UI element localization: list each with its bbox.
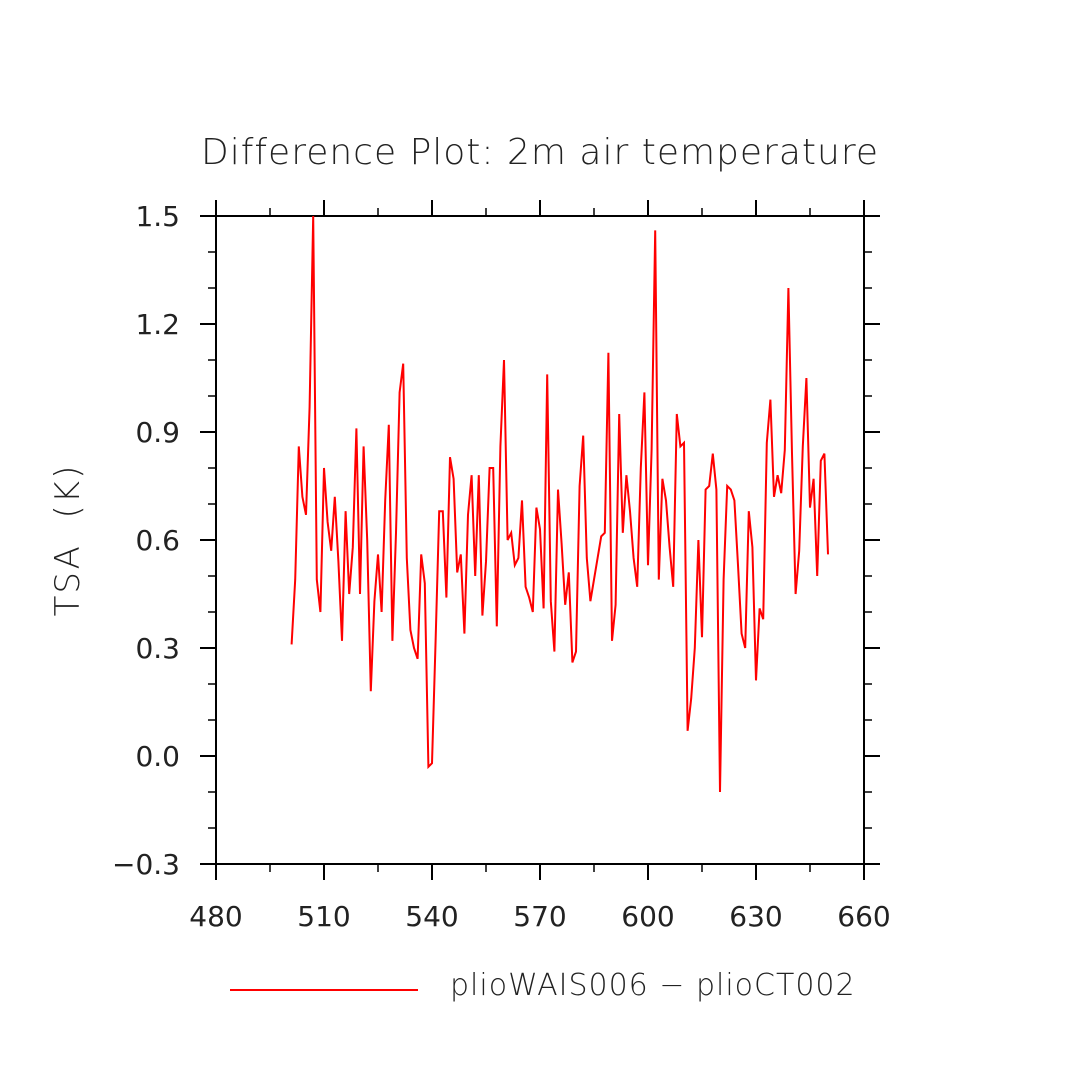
x-tick-label: 510 xyxy=(297,900,350,933)
x-tick-label: 660 xyxy=(837,900,890,933)
chart-title: Difference Plot: 2m air temperature xyxy=(200,132,879,173)
x-tick-label: 600 xyxy=(621,900,674,933)
x-tick-label: 540 xyxy=(405,900,458,933)
y-tick-label: 0.3 xyxy=(135,632,180,665)
y-tick-label: 0.6 xyxy=(135,524,180,557)
y-tick-label: 0.0 xyxy=(135,740,180,773)
legend-label: plioWAIS006 − plioCT002 xyxy=(450,968,856,1003)
y-tick-label: −0.3 xyxy=(112,848,180,881)
series-group xyxy=(290,215,829,793)
tick-marks xyxy=(200,200,880,880)
x-tick-label: 570 xyxy=(513,900,566,933)
series-line xyxy=(290,215,829,793)
tick-labels: 480 510 540 570 600 630 660 −0.3 0.0 0.3 0.6 0.9 1.2… xyxy=(112,200,891,933)
y-tick-label: 0.9 xyxy=(135,416,180,449)
y-tick-label: 1.5 xyxy=(135,200,180,233)
x-tick-label: 480 xyxy=(189,900,242,933)
x-tick-label: 630 xyxy=(729,900,782,933)
y-tick-label: 1.2 xyxy=(135,308,180,341)
